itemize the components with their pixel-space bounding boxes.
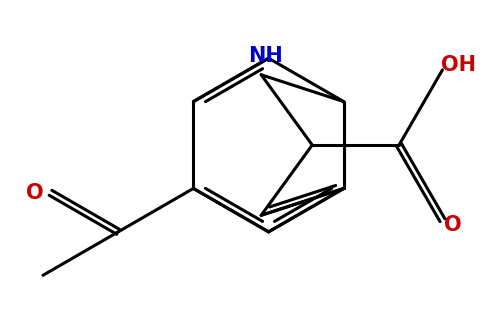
- Text: NH: NH: [248, 46, 283, 66]
- Text: O: O: [26, 183, 44, 203]
- Text: O: O: [444, 214, 462, 235]
- Text: OH: OH: [441, 55, 476, 75]
